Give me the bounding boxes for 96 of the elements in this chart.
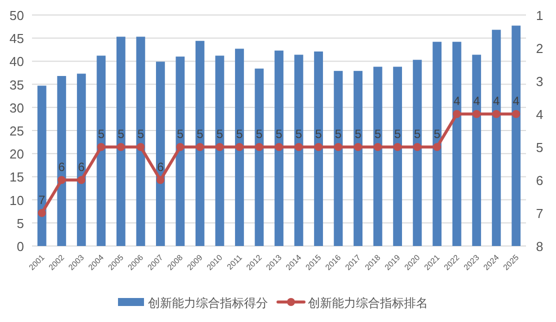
y2-tick-label: 8 (536, 239, 544, 254)
point (77, 176, 86, 184)
bar (136, 36, 146, 246)
point (176, 143, 184, 151)
data-label: 5 (118, 127, 125, 141)
bar (57, 76, 66, 246)
point (136, 143, 145, 151)
data-label: 5 (236, 127, 244, 141)
point (433, 143, 442, 151)
y2-tick-label: 4 (536, 107, 544, 122)
bar (96, 56, 106, 246)
data-label: 5 (137, 127, 144, 141)
point (394, 143, 402, 151)
bar (235, 48, 244, 246)
point (196, 143, 204, 151)
point (235, 143, 244, 151)
point (334, 143, 342, 151)
point (354, 143, 362, 151)
y-tick-label: 25 (10, 124, 24, 138)
bar (156, 62, 165, 246)
bar (294, 54, 304, 246)
y-tick-label: 10 (10, 192, 24, 208)
data-label: 5 (315, 127, 322, 141)
bar (176, 56, 185, 246)
bar (452, 42, 462, 246)
point (413, 143, 422, 151)
point (452, 110, 461, 118)
point (156, 176, 164, 184)
data-label: 5 (295, 127, 302, 141)
point (116, 143, 125, 151)
point (216, 143, 224, 151)
point (38, 209, 46, 217)
y-tick-label: 40 (10, 54, 24, 70)
data-label: 5 (434, 127, 441, 141)
bar (412, 60, 422, 246)
bar (116, 36, 126, 246)
data-label: 4 (493, 94, 500, 108)
bar (432, 42, 442, 246)
y2-tick-label: 6 (536, 173, 544, 188)
data-label: 4 (453, 94, 460, 108)
legend-label: 创新能力综合指标得分 (148, 296, 268, 310)
bar (393, 66, 402, 246)
data-label: 5 (394, 127, 402, 141)
y2-tick-label: 7 (536, 206, 544, 221)
legend-label: 创新能力综合指标排名 (308, 296, 428, 310)
bar (472, 54, 482, 246)
y2-tick-label: 1 (536, 8, 544, 23)
point (374, 143, 382, 151)
bar (314, 52, 323, 246)
bar (512, 26, 521, 246)
y-tick-label: 20 (10, 146, 24, 162)
data-label: 4 (512, 94, 520, 108)
y-tick-label: 30 (10, 100, 24, 116)
data-label: 7 (38, 193, 46, 207)
bar (334, 70, 343, 246)
point (58, 176, 66, 184)
bar (254, 68, 264, 246)
y-tick-label: 0 (16, 239, 24, 254)
bar (492, 30, 501, 246)
point (275, 143, 283, 151)
bar (274, 50, 284, 246)
data-label: 6 (78, 160, 86, 174)
y2-tick-label: 3 (536, 74, 544, 89)
y2-tick-label: 2 (536, 41, 544, 56)
data-label: 5 (414, 127, 421, 141)
y2-tick-label: 5 (536, 140, 544, 155)
data-label: 5 (276, 127, 283, 141)
point (294, 143, 303, 151)
bar (373, 66, 382, 246)
point (97, 143, 106, 151)
point (512, 110, 520, 118)
point (492, 110, 500, 118)
y-tick-label: 5 (16, 216, 24, 231)
y-tick-label: 45 (10, 31, 24, 46)
data-label: 6 (58, 160, 66, 174)
bar (354, 70, 362, 246)
data-label: 5 (374, 127, 382, 141)
point (314, 143, 323, 151)
data-label: 5 (354, 127, 362, 141)
data-label: 5 (176, 127, 184, 141)
data-label: 5 (256, 127, 263, 141)
data-label: 4 (473, 94, 480, 108)
y-tick-label: 35 (10, 77, 24, 92)
y-tick-label: 15 (10, 170, 24, 185)
data-label: 5 (334, 127, 342, 141)
bar (196, 40, 204, 246)
bar (37, 86, 46, 246)
data-label: 5 (216, 127, 224, 141)
y-tick-label: 50 (10, 8, 24, 23)
data-label: 6 (157, 160, 164, 174)
point (472, 110, 481, 118)
data-label: 5 (196, 127, 204, 141)
bar (76, 74, 86, 246)
point (255, 143, 264, 151)
data-label: 5 (98, 127, 105, 141)
bar (215, 56, 224, 246)
